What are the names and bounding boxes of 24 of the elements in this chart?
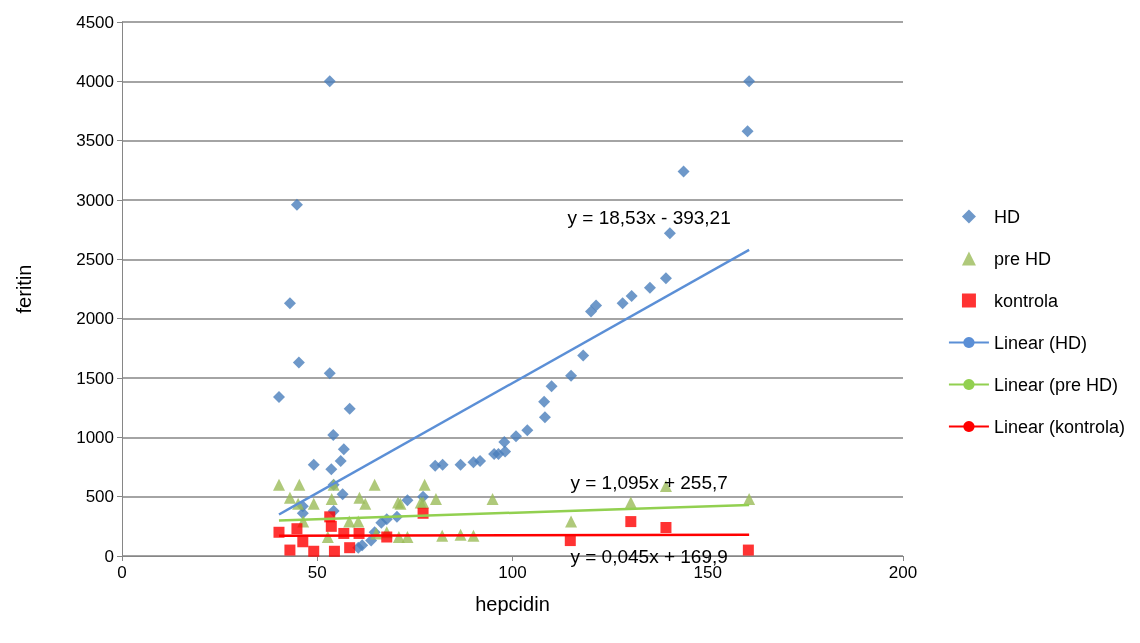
- y-tick-label: 3500: [76, 131, 114, 151]
- legend-label: Linear (kontrola): [993, 416, 1125, 437]
- legend-label: Linear (HD): [993, 332, 1087, 353]
- annotation: y = 1,095x + 255,7: [570, 472, 728, 494]
- y-tick-label: 4000: [76, 71, 114, 91]
- y-tick-label: 2500: [76, 249, 114, 269]
- y-tick-label: 4500: [76, 12, 114, 32]
- y-axis-title: feritin: [13, 264, 35, 314]
- x-tick-label: 200: [888, 563, 918, 582]
- y-tick-label: 2000: [76, 309, 114, 329]
- legend-label: kontrola: [993, 290, 1059, 311]
- legend-label: pre HD: [993, 248, 1051, 269]
- y-tick-label: 1500: [76, 368, 114, 388]
- y-tick-label: 3000: [76, 190, 114, 210]
- x-axis-title: hepcidin: [475, 593, 550, 615]
- x-tick-label: 100: [498, 563, 527, 582]
- x-tick-label: 50: [307, 563, 327, 582]
- y-tick-label: 0: [104, 546, 114, 566]
- x-tick-label: 0: [117, 563, 127, 582]
- annotation: y = 18,53x - 393,21: [567, 207, 731, 229]
- y-tick-label: 500: [85, 487, 114, 507]
- legend-label: HD: [993, 206, 1020, 227]
- legend-label: Linear (pre HD): [993, 374, 1118, 395]
- y-tick-label: 1000: [76, 427, 114, 447]
